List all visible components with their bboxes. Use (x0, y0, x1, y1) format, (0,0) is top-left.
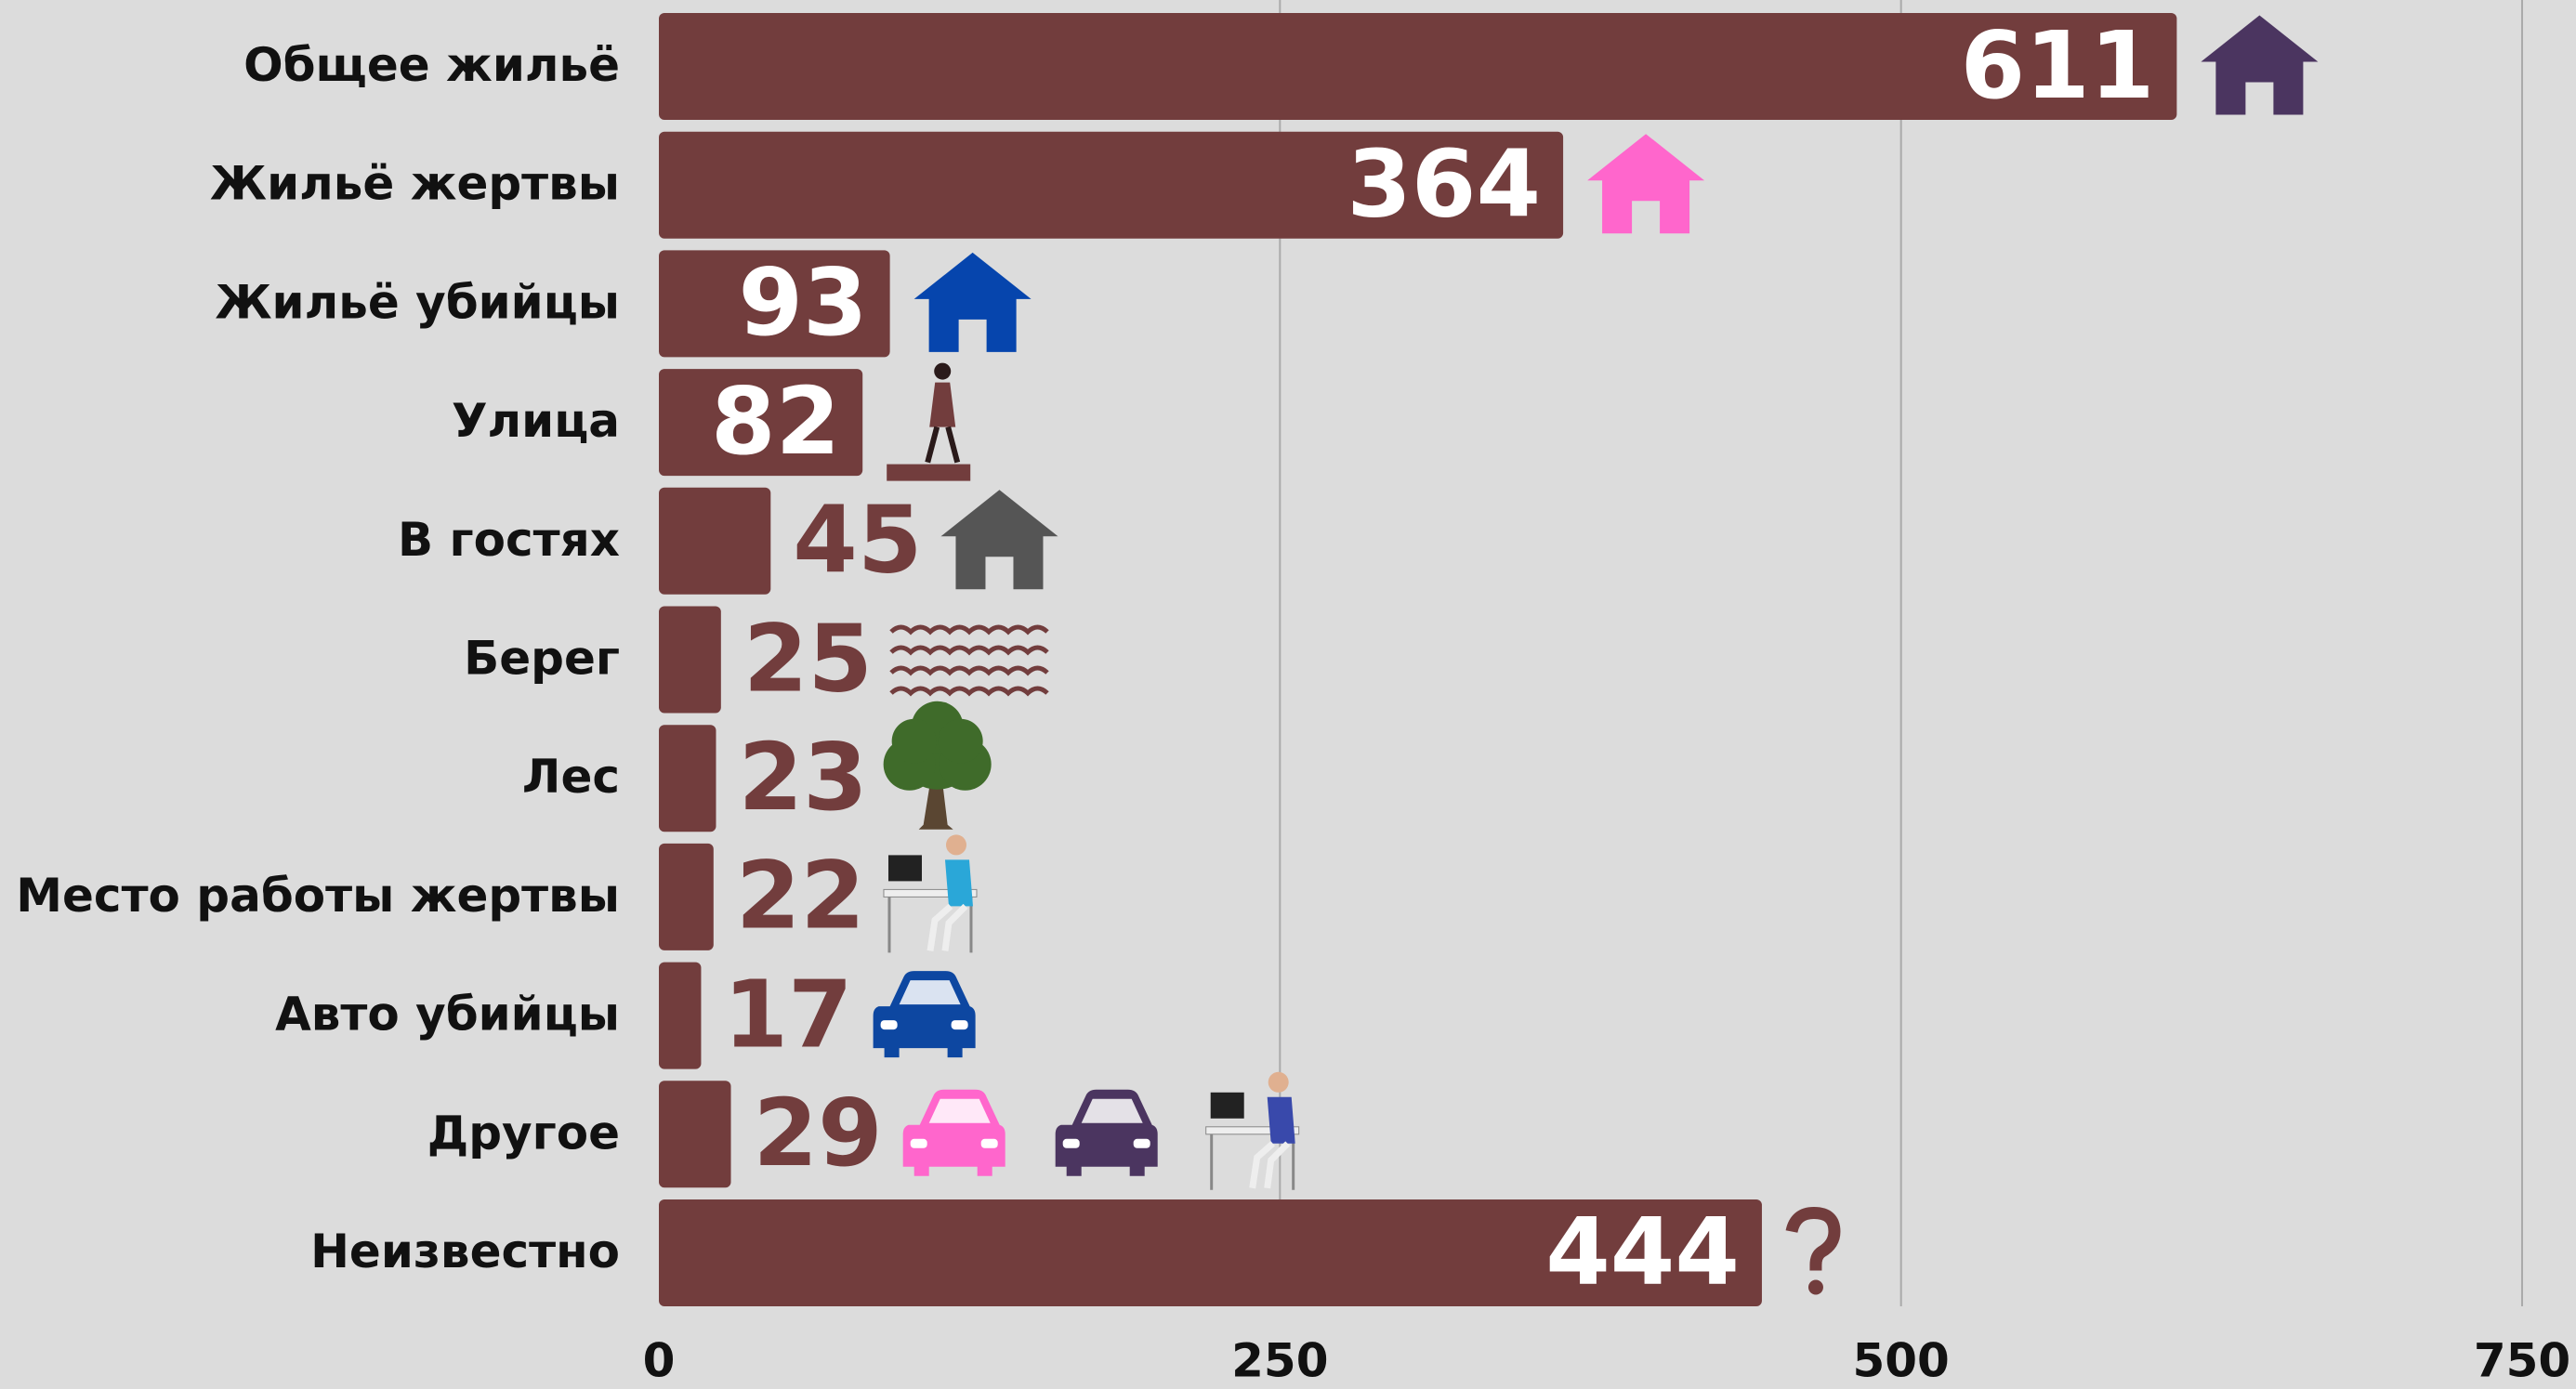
bar (659, 488, 770, 595)
x-tick-label: 0 (643, 1334, 676, 1388)
y-tick-label: Лес (522, 750, 620, 804)
tree-leaf (939, 719, 983, 764)
y-tick-label: Общее жильё (243, 38, 620, 92)
house-icon (2201, 16, 2318, 115)
icon (884, 834, 977, 952)
value-label: 82 (711, 367, 840, 476)
car-light (911, 1139, 927, 1148)
car-light (1063, 1139, 1080, 1148)
icon (1056, 1090, 1158, 1176)
y-tick-label: Место работы жертвы (16, 869, 620, 923)
car-light (1134, 1139, 1150, 1148)
icon (914, 253, 1032, 352)
y-tick-label: Другое (427, 1106, 620, 1160)
chart: 0 250 500 750 Общее жильё 611 Жильё жертвы 364 Ж… (0, 0, 2576, 1389)
value-label: 364 (1347, 130, 1541, 239)
worker-legs (1253, 1144, 1288, 1188)
car-light (952, 1020, 968, 1029)
worker-head (946, 834, 966, 855)
x-tick-label: 750 (2474, 1334, 2570, 1388)
wave-icon (891, 668, 1047, 673)
wave-icon (891, 648, 1047, 652)
worker-body (945, 859, 973, 906)
ground (887, 465, 970, 481)
car-light (981, 1139, 998, 1148)
icon (1792, 1213, 1834, 1295)
walker-legs (927, 427, 957, 463)
value-label: 29 (754, 1079, 883, 1187)
worker-legs (930, 906, 966, 950)
house-icon (940, 490, 1058, 589)
bar (659, 963, 701, 1069)
bar (659, 607, 721, 714)
house-icon (1587, 134, 1704, 233)
value-label: 45 (793, 486, 922, 595)
wave-icon (891, 627, 1047, 632)
worker-body (1268, 1097, 1295, 1144)
value-label: 17 (723, 960, 852, 1068)
icon (891, 627, 1047, 693)
y-tick-label: В гостях (398, 513, 620, 567)
wave-icon (891, 688, 1047, 693)
icon (1587, 134, 1704, 233)
y-tick-label: Берег (464, 632, 620, 686)
value-label: 611 (1961, 11, 2155, 120)
icon (887, 363, 970, 481)
bar (659, 844, 714, 950)
icon (884, 701, 992, 830)
bar (659, 1081, 731, 1187)
value-label: 93 (738, 248, 867, 357)
y-tick-label: Жильё убийцы (215, 275, 620, 329)
y-tick-label: Улица (452, 394, 620, 448)
monitor (888, 855, 922, 881)
worker-head (1268, 1072, 1289, 1093)
question-dot (1808, 1280, 1823, 1295)
y-tick-label: Авто убийцы (275, 988, 620, 1042)
house-icon (914, 253, 1032, 352)
walker-body (929, 383, 955, 427)
icon (2201, 16, 2318, 115)
monitor (1211, 1093, 1244, 1119)
tree-leaf (892, 719, 937, 764)
walker-head (934, 363, 951, 380)
bar (659, 13, 2176, 120)
car-light (881, 1020, 898, 1029)
bar (659, 725, 716, 832)
icon (1206, 1072, 1299, 1190)
value-label: 444 (1545, 1198, 1740, 1306)
y-tick-label: Жильё жертвы (210, 157, 620, 211)
y-tick-label: Неизвестно (310, 1225, 620, 1278)
question-icon (1792, 1213, 1834, 1271)
value-label: 25 (743, 604, 873, 713)
icon (903, 1090, 1005, 1176)
x-tick-label: 500 (1852, 1334, 1949, 1388)
icon (874, 971, 976, 1057)
value-label: 22 (736, 842, 865, 950)
value-label: 23 (738, 723, 867, 832)
icon (940, 490, 1058, 589)
x-tick-label: 250 (1231, 1334, 1328, 1388)
